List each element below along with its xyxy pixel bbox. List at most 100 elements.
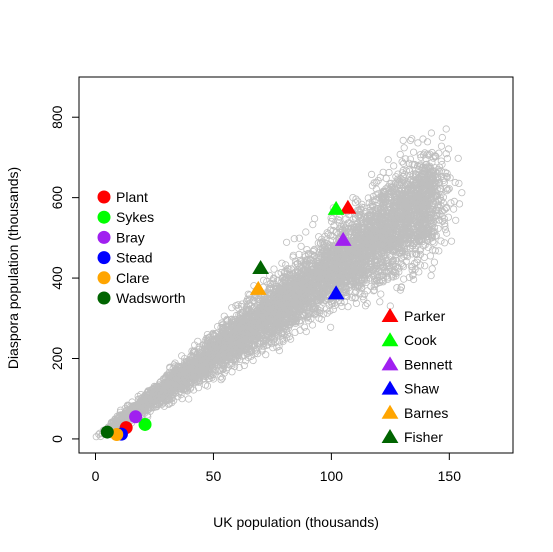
cloud-point bbox=[328, 236, 336, 244]
cloud-point bbox=[435, 167, 443, 175]
cloud-point bbox=[218, 374, 226, 382]
cloud-point bbox=[421, 262, 429, 270]
cloud-point bbox=[385, 168, 393, 177]
cloud-point bbox=[447, 237, 456, 245]
cloud-point bbox=[413, 258, 421, 266]
cloud-point bbox=[349, 194, 357, 202]
cloud-point bbox=[394, 191, 402, 199]
cloud-point bbox=[406, 167, 414, 175]
cloud-point bbox=[437, 142, 446, 150]
cloud-point bbox=[270, 335, 278, 343]
cloud-point bbox=[376, 173, 384, 181]
cloud-point bbox=[279, 337, 287, 346]
cloud-point bbox=[455, 200, 464, 208]
cloud-point bbox=[367, 170, 376, 178]
cloud-point bbox=[367, 268, 376, 276]
background-point-cloud bbox=[92, 125, 466, 441]
cloud-point bbox=[406, 136, 414, 145]
cloud-point bbox=[304, 270, 312, 278]
cloud-point bbox=[412, 250, 420, 259]
cloud-point bbox=[263, 277, 271, 286]
cloud-point bbox=[369, 197, 377, 205]
cloud-point bbox=[409, 275, 418, 284]
cloud-point bbox=[329, 305, 337, 313]
cloud-point bbox=[270, 274, 278, 282]
cloud-point bbox=[434, 225, 442, 233]
cloud-point bbox=[304, 313, 312, 321]
cloud-point bbox=[443, 154, 451, 163]
cloud-point bbox=[203, 337, 211, 346]
cloud-point bbox=[292, 317, 300, 326]
cloud-point bbox=[344, 303, 352, 311]
cloud-point bbox=[399, 159, 408, 168]
cloud-point bbox=[326, 323, 335, 331]
cloud-point bbox=[407, 176, 415, 184]
cloud-point bbox=[377, 290, 385, 298]
cloud-point bbox=[278, 323, 286, 331]
cloud-point bbox=[411, 189, 419, 197]
cloud-point bbox=[391, 268, 399, 276]
cloud-point bbox=[316, 239, 324, 247]
cloud-point bbox=[308, 321, 317, 329]
cloud-point bbox=[261, 338, 269, 346]
cloud-point bbox=[244, 295, 252, 303]
cloud-point bbox=[342, 284, 350, 292]
cloud-point bbox=[367, 213, 375, 221]
cloud-point bbox=[315, 233, 323, 241]
cloud-point bbox=[201, 381, 209, 389]
cloud-point bbox=[413, 162, 422, 170]
cloud-point bbox=[185, 395, 193, 403]
cloud-point bbox=[328, 214, 337, 223]
cloud-point bbox=[428, 148, 436, 157]
cloud-point bbox=[203, 330, 211, 339]
cloud-point bbox=[417, 245, 425, 253]
cloud-point bbox=[390, 193, 398, 201]
cloud-point bbox=[433, 174, 441, 182]
cloud-point bbox=[426, 150, 434, 158]
cloud-point bbox=[441, 222, 449, 230]
cloud-point bbox=[297, 242, 305, 250]
cloud-point bbox=[318, 238, 326, 246]
cloud-point bbox=[428, 265, 436, 273]
cloud-point bbox=[442, 125, 450, 133]
cloud-point bbox=[440, 239, 449, 247]
cloud-point bbox=[407, 262, 416, 270]
cloud-point bbox=[92, 433, 100, 441]
cloud-point bbox=[396, 150, 404, 158]
cloud-point bbox=[414, 139, 422, 147]
cloud-point bbox=[270, 265, 278, 273]
cloud-point bbox=[392, 173, 400, 181]
cloud-point bbox=[454, 154, 462, 162]
cloud-point bbox=[310, 215, 319, 223]
cloud-point bbox=[255, 303, 263, 312]
cloud-point bbox=[301, 251, 309, 259]
cloud-point bbox=[300, 323, 309, 331]
cloud-point bbox=[445, 185, 453, 193]
cloud-point bbox=[217, 376, 225, 384]
cloud-point bbox=[424, 243, 432, 252]
cloud-point bbox=[323, 309, 331, 317]
cloud-point bbox=[265, 300, 273, 308]
cloud-point bbox=[399, 136, 407, 144]
cloud-point bbox=[195, 343, 203, 351]
cloud-point bbox=[355, 207, 363, 215]
cloud-point bbox=[452, 216, 460, 224]
cloud-point bbox=[234, 301, 242, 309]
cloud-point bbox=[440, 215, 448, 223]
cloud-point bbox=[431, 247, 439, 255]
cloud-point bbox=[408, 266, 416, 274]
cloud-point bbox=[384, 274, 392, 282]
cloud-point bbox=[437, 237, 445, 245]
cloud-point bbox=[219, 321, 227, 329]
cloud-point bbox=[438, 133, 446, 142]
cloud-point bbox=[295, 250, 303, 258]
cloud-point bbox=[444, 185, 452, 194]
cloud-point bbox=[359, 293, 367, 301]
cloud-point bbox=[408, 135, 416, 143]
cloud-point bbox=[215, 366, 223, 374]
cloud-point bbox=[449, 205, 458, 213]
cloud-point bbox=[235, 363, 243, 372]
cloud-point bbox=[234, 304, 243, 312]
cloud-point bbox=[172, 389, 180, 397]
cloud-point bbox=[264, 338, 272, 346]
